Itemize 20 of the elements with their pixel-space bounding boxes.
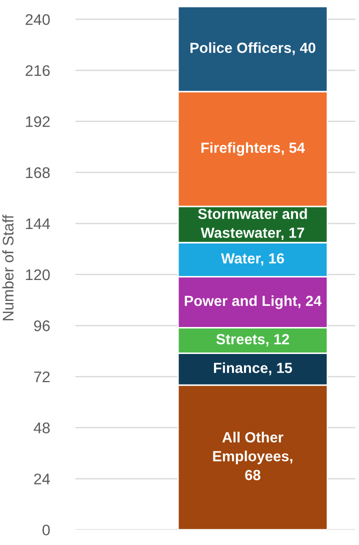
y-tick-label: 120: [26, 269, 50, 280]
data-label: Power and Light, 24: [184, 295, 322, 309]
y-tick-label: 96: [34, 320, 50, 332]
data-label: Water, 16: [221, 253, 284, 266]
y-tick-label: 48: [34, 422, 50, 434]
y-tick-label: 144: [26, 218, 50, 230]
data-label: Stormwater and Wastewater, 17: [198, 208, 307, 240]
y-tick-label: 72: [34, 371, 50, 382]
y-axis-title: Number of Staff: [2, 214, 14, 320]
y-tick-label: 192: [26, 116, 50, 128]
data-label: Police Officers, 40: [190, 42, 316, 56]
y-tick-label: 168: [26, 167, 50, 178]
y-tick-label: 0: [42, 524, 50, 536]
y-tick-label: 216: [26, 65, 50, 76]
data-label: Finance, 15: [214, 362, 292, 376]
data-label: Firefighters, 54: [201, 142, 305, 156]
y-tick-label: 240: [26, 14, 50, 25]
data-label: Streets, 12: [216, 334, 290, 346]
y-tick-label: 24: [34, 474, 50, 484]
data-label: All Other Employees, 68: [213, 432, 292, 480]
